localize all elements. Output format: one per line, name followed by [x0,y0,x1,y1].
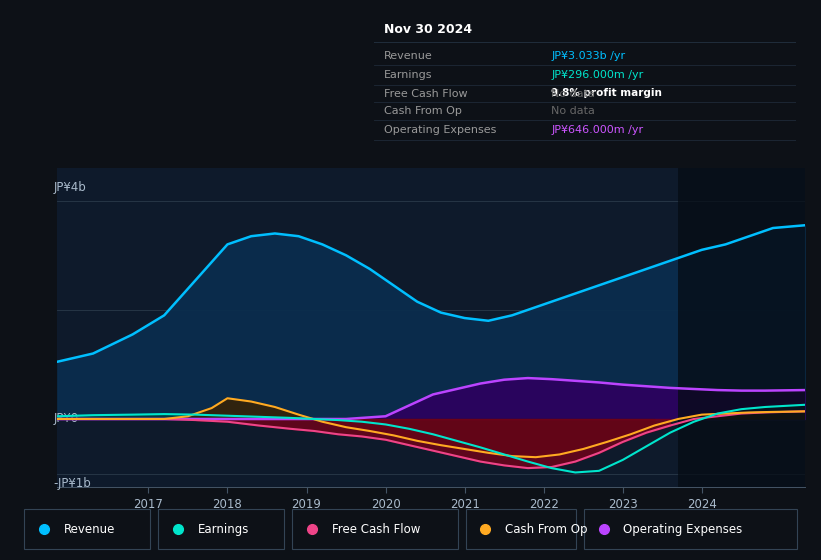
Text: Free Cash Flow: Free Cash Flow [332,522,420,536]
Bar [466,509,576,549]
Text: JP¥296.000m /yr: JP¥296.000m /yr [551,70,644,80]
Text: Cash From Op: Cash From Op [384,106,462,115]
Text: JP¥3.033b /yr: JP¥3.033b /yr [551,51,626,60]
Text: Operating Expenses: Operating Expenses [384,125,497,135]
Text: -JP¥1b: -JP¥1b [53,477,91,490]
Text: Earnings: Earnings [198,522,249,536]
Text: No data: No data [551,106,595,115]
Bar [678,168,805,487]
Text: JP¥4b: JP¥4b [53,181,86,194]
Text: Revenue: Revenue [64,522,115,536]
Text: No data: No data [551,89,595,99]
Text: Free Cash Flow: Free Cash Flow [384,89,468,99]
Bar [25,509,150,549]
Text: 9.8% profit margin: 9.8% profit margin [551,88,662,98]
Text: Revenue: Revenue [384,51,433,60]
Text: Cash From Op: Cash From Op [505,522,588,536]
Text: Operating Expenses: Operating Expenses [623,522,742,536]
Bar [584,509,796,549]
Bar [158,509,284,549]
Text: Earnings: Earnings [384,70,433,80]
Text: JP¥646.000m /yr: JP¥646.000m /yr [551,125,644,135]
Bar [292,509,458,549]
Text: Nov 30 2024: Nov 30 2024 [384,22,472,35]
Text: JP¥0: JP¥0 [53,413,79,426]
